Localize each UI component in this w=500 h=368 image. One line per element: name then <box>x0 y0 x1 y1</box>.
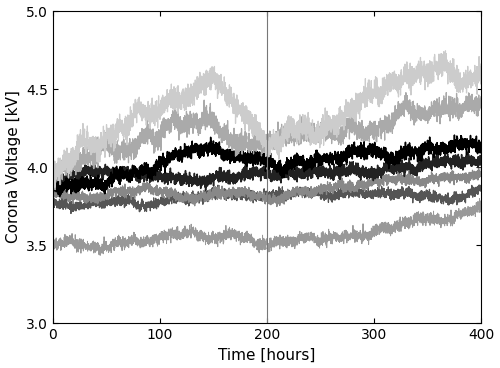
Y-axis label: Corona Voltage [kV]: Corona Voltage [kV] <box>6 91 20 244</box>
X-axis label: Time [hours]: Time [hours] <box>218 347 316 362</box>
